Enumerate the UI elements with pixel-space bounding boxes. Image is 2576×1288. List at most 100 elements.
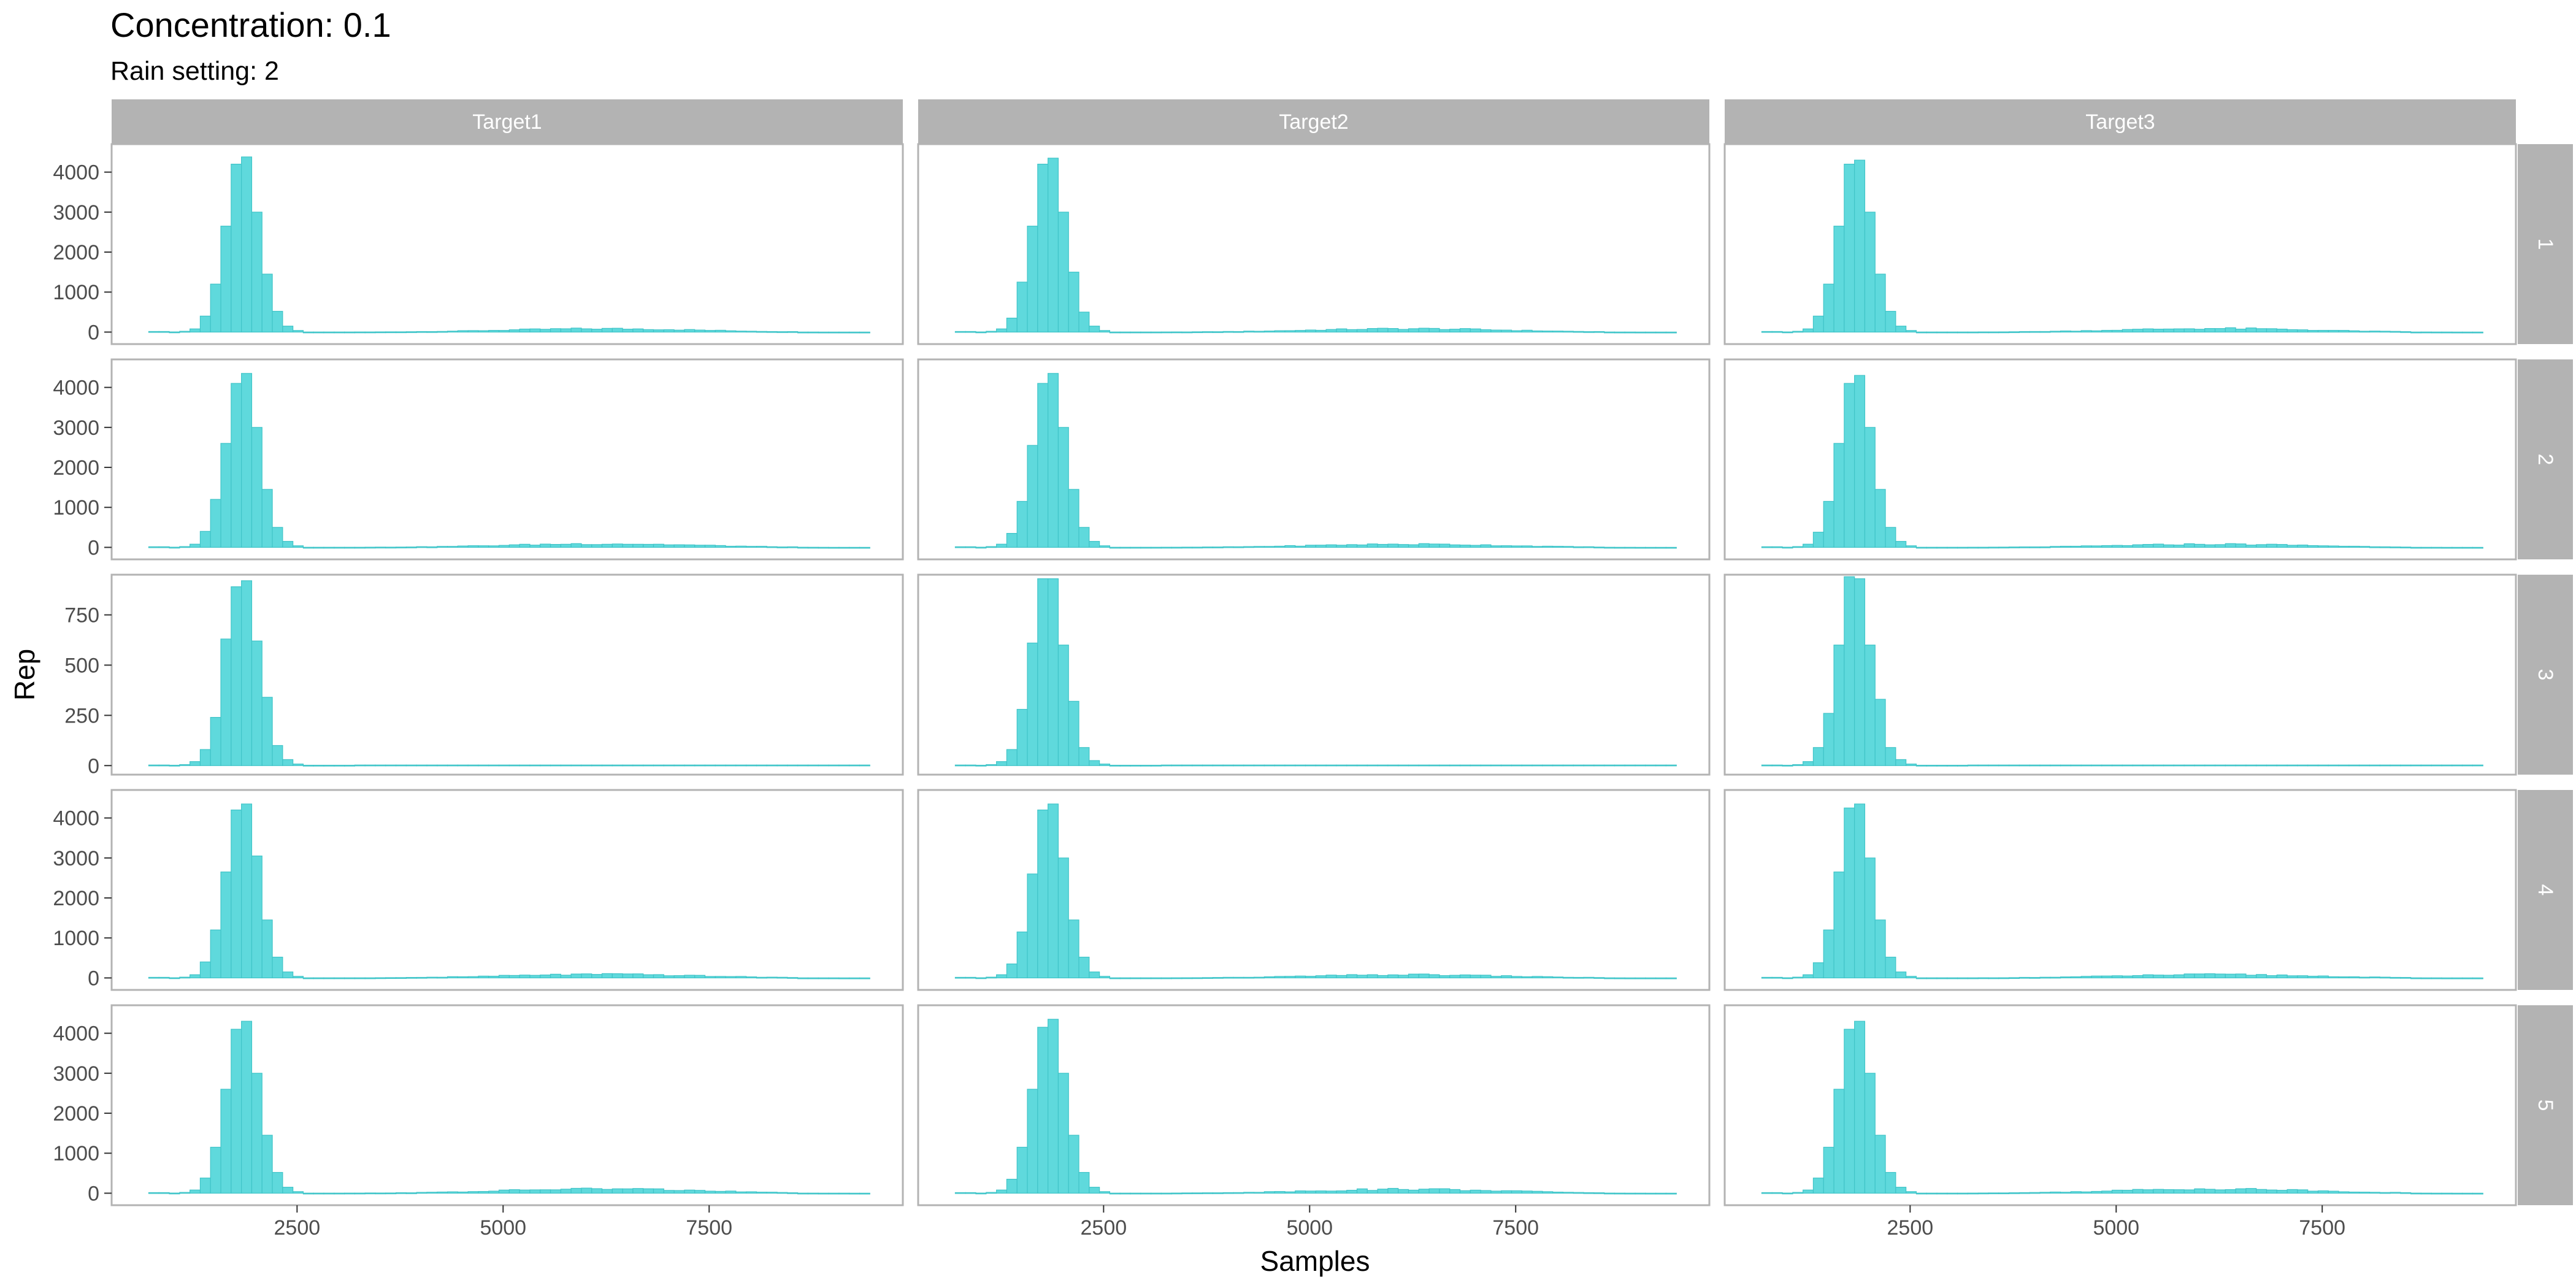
- y-tick-label: 4000: [53, 377, 99, 400]
- histogram-bar: [364, 546, 376, 549]
- histogram-bar: [457, 1191, 469, 1194]
- histogram-bar: [1418, 973, 1430, 979]
- histogram-bar: [467, 330, 479, 333]
- histogram-bar: [766, 764, 778, 767]
- histogram-bar: [1761, 1192, 1773, 1194]
- histogram-bar: [2410, 977, 2422, 979]
- histogram-bar: [1418, 543, 1430, 548]
- histogram-bar: [1274, 1191, 1286, 1194]
- histogram-bar: [1531, 764, 1543, 767]
- histogram-bar: [622, 973, 634, 979]
- histogram-bar: [1243, 764, 1255, 767]
- histogram-bar: [663, 1190, 675, 1194]
- histogram-bar: [2173, 328, 2185, 333]
- histogram-bar: [1408, 544, 1419, 548]
- histogram-bar: [498, 975, 510, 979]
- histogram-bar: [385, 977, 397, 979]
- histogram-bar: [1222, 976, 1234, 979]
- histogram-bar: [1771, 331, 1783, 333]
- histogram-bar: [1336, 545, 1347, 548]
- histogram-bar: [1140, 977, 1152, 979]
- histogram-bar: [1130, 765, 1141, 767]
- histogram-bar: [807, 977, 819, 979]
- histogram-bar: [1521, 1190, 1533, 1194]
- histogram-bar: [1428, 328, 1440, 333]
- histogram-bar: [2101, 1190, 2113, 1194]
- strip-label: 2: [2534, 454, 2557, 466]
- histogram-bar: [2060, 976, 2071, 979]
- histogram-bar: [986, 1192, 997, 1194]
- histogram-bar: [1109, 546, 1121, 549]
- histogram-bar: [364, 764, 376, 767]
- histogram-bar: [2050, 1191, 2061, 1194]
- histogram-bar: [1243, 331, 1255, 333]
- histogram-bar: [148, 1192, 159, 1194]
- y-tick-label: 1000: [53, 927, 99, 950]
- histogram-bar: [797, 764, 809, 767]
- histogram-bar: [1977, 331, 1989, 334]
- histogram-bar: [190, 543, 201, 548]
- histogram-bar: [1635, 546, 1646, 549]
- histogram-bar: [2369, 1192, 2380, 1194]
- histogram-bar: [1016, 282, 1028, 333]
- x-tick-label: 5000: [2093, 1216, 2139, 1240]
- histogram-bar: [859, 977, 870, 979]
- histogram-bar: [1057, 645, 1069, 766]
- histogram-bar: [416, 331, 427, 333]
- histogram-bar: [2297, 329, 2309, 333]
- x-axis-title: Samples: [1260, 1245, 1370, 1277]
- histogram-bar: [447, 1191, 458, 1194]
- histogram-bars: [954, 373, 1677, 549]
- histogram-bar: [2338, 976, 2350, 979]
- histogram-bar: [1078, 956, 1090, 979]
- histogram-bar: [416, 546, 427, 548]
- histogram-bar: [1915, 331, 1927, 334]
- histogram-bar: [1470, 764, 1481, 767]
- histogram-bar: [1926, 765, 1938, 767]
- histogram-bar: [2359, 546, 2371, 548]
- histogram-bar: [158, 1192, 170, 1194]
- histogram-bar: [447, 976, 458, 979]
- histogram-bar: [2287, 1189, 2298, 1194]
- histogram-bar: [1284, 545, 1296, 548]
- histogram-bar: [1439, 975, 1451, 979]
- histogram-bar: [1325, 544, 1337, 548]
- histogram-bar: [251, 427, 263, 548]
- chart-subtitle: Rain setting: 2: [110, 56, 279, 86]
- histogram-bar: [2431, 977, 2442, 979]
- histogram-bar: [560, 764, 572, 767]
- histogram-bar: [746, 1191, 757, 1194]
- histogram-bar: [818, 764, 829, 767]
- histogram-bar: [1614, 546, 1625, 549]
- histogram-bar: [508, 329, 520, 333]
- histogram-bar: [282, 759, 294, 766]
- strip-background: [112, 99, 903, 144]
- histogram-bar: [1418, 764, 1430, 767]
- histogram-bar: [591, 974, 603, 979]
- histogram-bar: [1967, 977, 1979, 979]
- histogram-bar: [1048, 578, 1059, 766]
- histogram-bar: [1408, 1189, 1419, 1194]
- histogram-bar: [1151, 765, 1162, 767]
- histogram-bar: [1078, 312, 1090, 333]
- histogram-bar: [2060, 1192, 2071, 1194]
- histogram-bar: [2420, 764, 2432, 767]
- histogram-bar: [2225, 973, 2236, 979]
- histogram-bar: [1998, 1192, 2010, 1195]
- histogram-bar: [323, 1192, 335, 1195]
- histogram-bar: [2122, 329, 2133, 333]
- histogram-bar: [965, 331, 976, 333]
- histogram-bar: [2039, 764, 2051, 767]
- histogram-bar: [2194, 973, 2206, 979]
- histogram-bar: [1864, 212, 1876, 333]
- histogram-bar: [1398, 1189, 1409, 1194]
- histogram-bar: [2132, 1189, 2144, 1194]
- histogram-bar: [1604, 764, 1616, 767]
- histogram-bar: [1782, 977, 1793, 979]
- histogram-bar: [1387, 974, 1399, 979]
- histogram-bar: [653, 543, 664, 548]
- histogram-bars: [1761, 1021, 2483, 1195]
- histogram-bar: [611, 543, 623, 548]
- y-tick-label: 2000: [53, 241, 99, 264]
- histogram-bar: [1854, 159, 1866, 333]
